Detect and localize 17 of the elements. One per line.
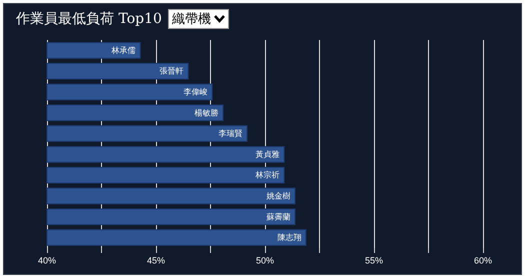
chart-title: 作業員最低負荷 Top10 (16, 10, 162, 28)
y-tick-label: 楊敏勝 (194, 108, 219, 118)
y-tick-label: 蘇霽蘭 (266, 212, 291, 222)
x-tick-label: 40% (38, 256, 56, 266)
y-tick-label: 李偉峻 (184, 88, 208, 96)
text: 織帶機 (172, 11, 211, 28)
y-tick-label: 陳志翔 (277, 233, 302, 242)
y-tick-label: 林宗祈 (254, 170, 280, 180)
y-tick-label: 李瑞賢 (218, 129, 243, 138)
x-tick-label: 50% (256, 256, 274, 266)
y-tick-label: 張晉軒 (160, 66, 184, 76)
x-tick-label: 45% (146, 256, 166, 266)
y-tick-label: 姚金樹 (266, 192, 291, 200)
y-tick-label: 林承儒 (110, 46, 136, 55)
x-tick-label: 60% (474, 256, 492, 266)
y-tick-label: 黃貞雅 (256, 150, 280, 159)
x-tick-label: 55% (364, 256, 384, 266)
